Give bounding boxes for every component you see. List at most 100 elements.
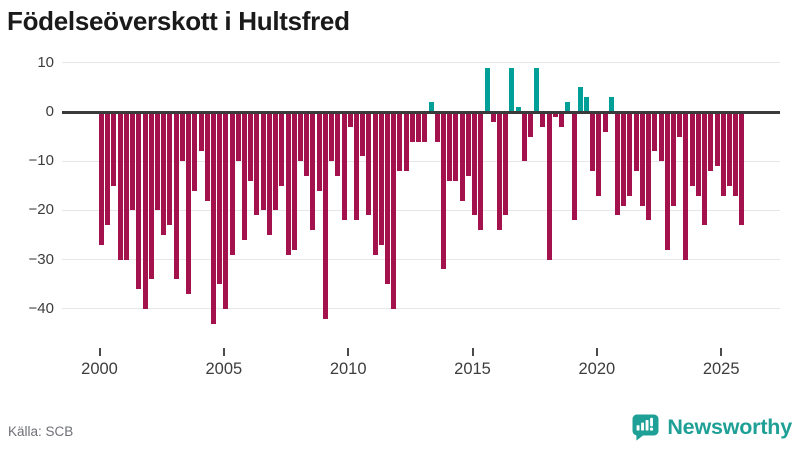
bar-2004-Q1	[198, 112, 204, 152]
bar-2016-Q3	[509, 67, 515, 112]
bar-2021-Q2	[627, 112, 633, 196]
y-tick-label--20: −20	[28, 201, 54, 219]
bar-2016-Q1	[496, 112, 502, 231]
bar-2011-Q4	[391, 112, 397, 309]
bar-2019-Q3	[583, 97, 589, 112]
gridline--20	[62, 209, 780, 211]
bar-2018-Q3	[559, 112, 565, 127]
bar-2000-Q3	[111, 112, 117, 186]
bar-2018-Q4	[565, 102, 571, 112]
bar-2017-Q3	[534, 67, 540, 112]
bar-2010-Q1	[347, 112, 353, 127]
x-tick-label-2015: 2015	[454, 360, 491, 378]
bar-2024-Q4	[714, 112, 720, 167]
bar-2001-Q2	[130, 112, 136, 211]
x-tick-2025	[720, 348, 723, 356]
bar-2001-Q1	[123, 112, 129, 260]
y-tick-label--30: −30	[28, 250, 54, 268]
bar-2020-Q4	[615, 112, 620, 216]
bar-2012-Q4	[416, 112, 422, 142]
bar-2021-Q1	[621, 112, 627, 206]
bar-2024-Q3	[708, 112, 714, 171]
newsworthy-bars-icon	[632, 414, 659, 441]
bar-2025-Q3	[733, 112, 739, 196]
bar-2013-Q3	[434, 112, 440, 142]
x-tick-label-2020: 2020	[578, 360, 616, 378]
bar-2007-Q3	[285, 112, 291, 255]
bar-2003-Q1	[173, 112, 179, 280]
bar-2020-Q3	[608, 97, 614, 112]
bar-2009-Q3	[335, 112, 341, 176]
bar-2010-Q3	[360, 112, 366, 157]
bar-2004-Q2	[204, 112, 210, 201]
bar-2002-Q3	[161, 112, 167, 235]
bar-2022-Q1	[646, 112, 652, 221]
bar-2003-Q3	[186, 112, 191, 294]
x-tick-2015	[471, 348, 474, 356]
bar-2012-Q1	[397, 112, 403, 171]
x-tick-2020	[595, 348, 598, 356]
bar-2000-Q2	[105, 112, 111, 226]
y-tick-label-0: 0	[45, 103, 54, 120]
source-note: Källa: SCB	[8, 424, 74, 439]
bar-2017-Q2	[528, 112, 533, 137]
page-title: Födelseöverskott i Hultsfred	[7, 6, 350, 36]
zero-line	[62, 110, 780, 114]
bar-2018-Q2	[552, 112, 558, 117]
bar-2007-Q4	[291, 112, 297, 250]
bar-2001-Q4	[142, 112, 148, 309]
x-tick-label-2000: 2000	[81, 360, 118, 378]
bar-2006-Q4	[266, 112, 272, 235]
x-tick-label-2005: 2005	[205, 360, 243, 378]
bar-2009-Q2	[329, 112, 334, 162]
bar-2011-Q1	[372, 112, 378, 255]
bar-2016-Q2	[503, 112, 509, 216]
bar-2000-Q4	[117, 112, 123, 260]
bar-2023-Q1	[671, 112, 676, 206]
bar-2014-Q4	[465, 112, 471, 176]
bar-2003-Q2	[179, 112, 185, 162]
bar-2022-Q3	[658, 112, 664, 162]
gridline--10	[62, 160, 780, 162]
bar-2001-Q3	[136, 112, 142, 290]
bar-2020-Q1	[596, 112, 602, 196]
bar-2005-Q1	[223, 112, 229, 309]
bar-2013-Q1	[422, 112, 428, 142]
bar-2013-Q4	[440, 112, 446, 270]
bar-2016-Q4	[515, 107, 521, 112]
gridline--40	[62, 308, 780, 310]
bar-2021-Q4	[639, 112, 645, 206]
x-tick-label-2025: 2025	[702, 360, 740, 378]
bar-2012-Q2	[403, 112, 409, 171]
y-tick-label--10: −10	[28, 152, 54, 170]
bar-2008-Q4	[316, 112, 322, 191]
y-tick-label--40: −40	[28, 299, 54, 317]
bar-2014-Q2	[453, 112, 459, 181]
bar-2006-Q2	[254, 112, 260, 216]
bar-2007-Q1	[273, 112, 279, 211]
bar-2025-Q1	[720, 112, 726, 196]
bar-2019-Q2	[577, 87, 583, 112]
bar-2014-Q3	[459, 112, 465, 201]
bar-2011-Q3	[385, 112, 390, 285]
bar-2011-Q2	[378, 112, 384, 245]
bar-2022-Q4	[664, 112, 670, 250]
bar-2004-Q4	[217, 112, 223, 285]
bar-2017-Q1	[521, 112, 527, 162]
bar-2005-Q3	[235, 112, 241, 162]
bar-2012-Q3	[409, 112, 415, 142]
bar-2023-Q3	[683, 112, 689, 260]
bar-2019-Q4	[590, 112, 596, 171]
bar-2014-Q1	[447, 112, 453, 181]
y-tick-label-10: 10	[37, 53, 54, 71]
bar-2000-Q1	[99, 112, 104, 245]
bar-2008-Q2	[304, 112, 310, 176]
bar-2006-Q3	[260, 112, 266, 211]
bar-2024-Q2	[702, 112, 707, 226]
bar-2002-Q4	[167, 112, 173, 226]
bar-2018-Q1	[546, 112, 552, 260]
bar-2007-Q2	[279, 112, 285, 186]
bar-2024-Q1	[695, 112, 701, 196]
